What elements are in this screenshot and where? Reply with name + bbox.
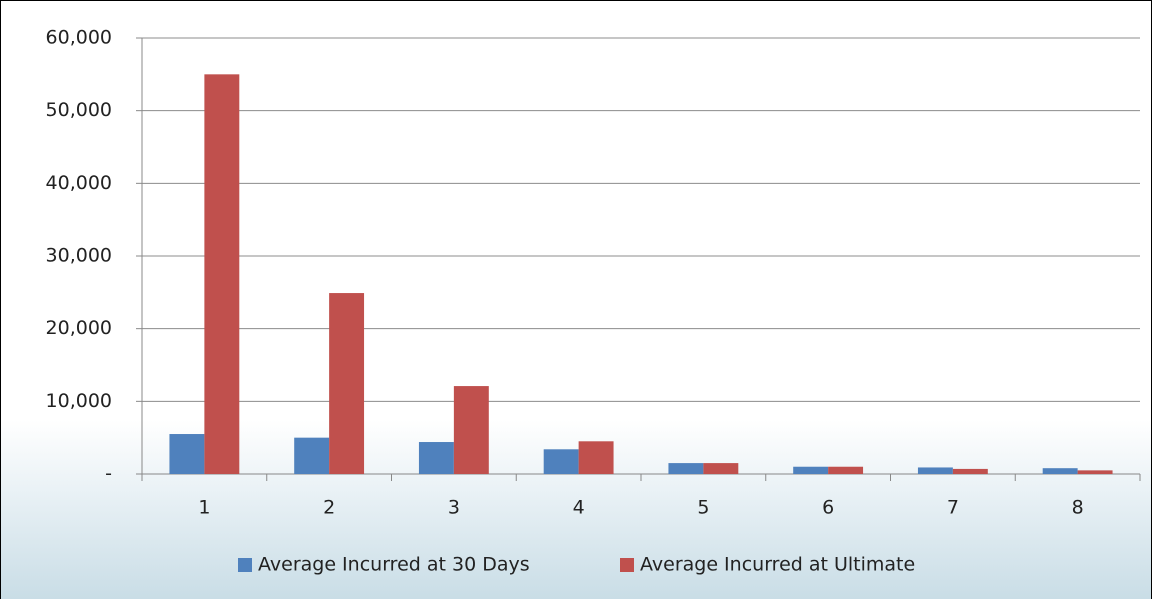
x-tick-label: 5 [697,497,709,519]
legend-swatch [620,558,634,572]
bar [917,467,953,474]
bar [329,293,365,474]
x-tick-label: 1 [198,497,210,519]
y-tick-label: - [105,463,112,485]
legend-label: Average Incurred at 30 Days [258,554,530,576]
x-tick-label: 8 [1072,497,1084,519]
legend-swatch [238,558,252,572]
bar [668,463,704,474]
x-tick-label: 2 [323,497,335,519]
y-tick-label: 30,000 [46,245,112,267]
x-tick-label: 6 [822,497,834,519]
y-tick-label: 50,000 [46,99,112,121]
bar [793,466,829,474]
bar [578,441,614,474]
bar [294,437,330,474]
bar [453,386,489,474]
x-tick-label: 7 [947,497,959,519]
bar [703,463,739,474]
y-tick-label: 40,000 [46,172,112,194]
y-tick-label: 60,000 [46,27,112,49]
bar [204,74,240,474]
bar [418,442,454,474]
bar [828,466,864,474]
legend-label: Average Incurred at Ultimate [640,554,915,576]
bar [952,468,988,474]
bar [1077,470,1113,474]
x-tick-label: 4 [573,497,585,519]
bar [169,434,205,474]
x-tick-label: 3 [448,497,460,519]
bar [1042,468,1078,474]
bar [543,449,579,474]
y-tick-label: 10,000 [46,390,112,412]
y-tick-label: 20,000 [46,317,112,339]
